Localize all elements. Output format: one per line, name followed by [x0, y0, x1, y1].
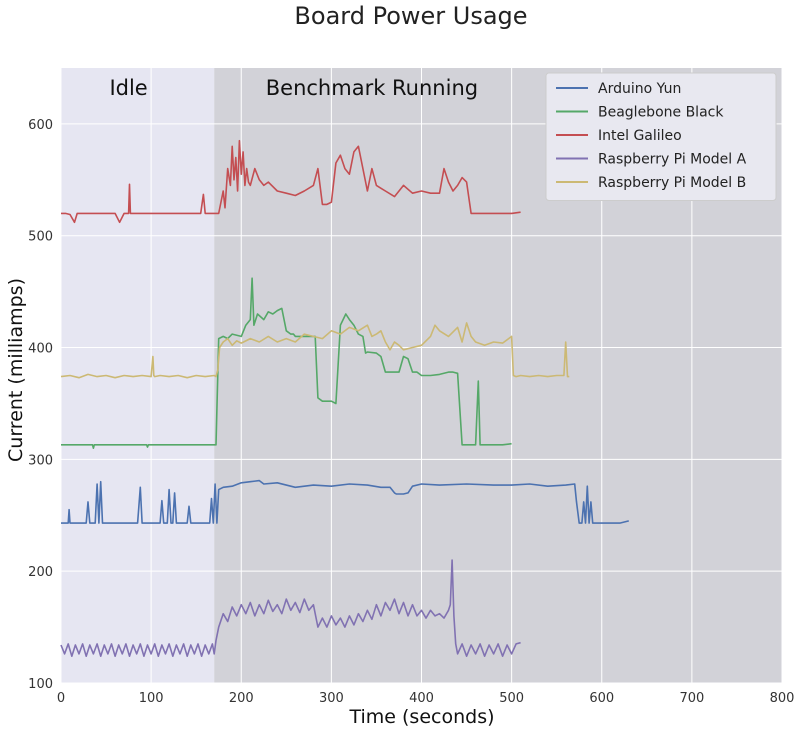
y-axis-label: Current (milliamps)	[5, 278, 27, 462]
legend-label: Arduino Yun	[598, 81, 681, 97]
y-tick-label: 600	[28, 118, 53, 133]
x-tick-label: 600	[589, 691, 614, 706]
x-tick-label: 800	[770, 691, 795, 706]
y-tick-label: 200	[28, 565, 53, 580]
region-label-0: Idle	[109, 76, 147, 100]
x-tick-label: 300	[319, 691, 344, 706]
legend-label: Raspberry Pi Model A	[598, 152, 747, 168]
x-tick-label: 100	[139, 691, 164, 706]
chart-title: Board Power Usage	[294, 2, 527, 30]
region-label-1: Benchmark Running	[266, 76, 478, 100]
x-tick-label: 400	[409, 691, 434, 706]
series-line-2	[61, 139, 521, 224]
series-lines	[60, 139, 629, 658]
y-tick-labels: 100 200 300 400 500 600	[28, 118, 53, 692]
y-tick-label: 300	[28, 453, 53, 468]
series-line-0	[61, 479, 629, 524]
legend-label: Beaglebone Black	[598, 105, 724, 121]
series-line-1	[61, 277, 512, 450]
legend-label: Raspberry Pi Model B	[598, 175, 746, 191]
series-line-4	[60, 322, 570, 379]
y-tick-label: 400	[28, 342, 53, 357]
x-tick-label: 0	[57, 691, 65, 706]
region-labels: Idle Benchmark Running	[109, 76, 478, 100]
x-tick-label: 500	[499, 691, 524, 706]
x-tick-labels: 0 100 200 300 400 500 600 700 800	[57, 691, 795, 706]
series-line-3	[60, 559, 521, 658]
legend-box	[545, 72, 777, 201]
x-tick-label: 200	[229, 691, 254, 706]
gridlines	[60, 68, 783, 684]
x-axis-label: Time (seconds)	[348, 706, 494, 728]
y-tick-label: 500	[28, 230, 53, 245]
legend-label: Intel Galileo	[598, 128, 682, 144]
y-tick-label: 100	[28, 677, 53, 692]
x-tick-label: 700	[679, 691, 704, 706]
legend: Arduino Yun Beaglebone Black Intel Galileo…	[545, 72, 777, 201]
